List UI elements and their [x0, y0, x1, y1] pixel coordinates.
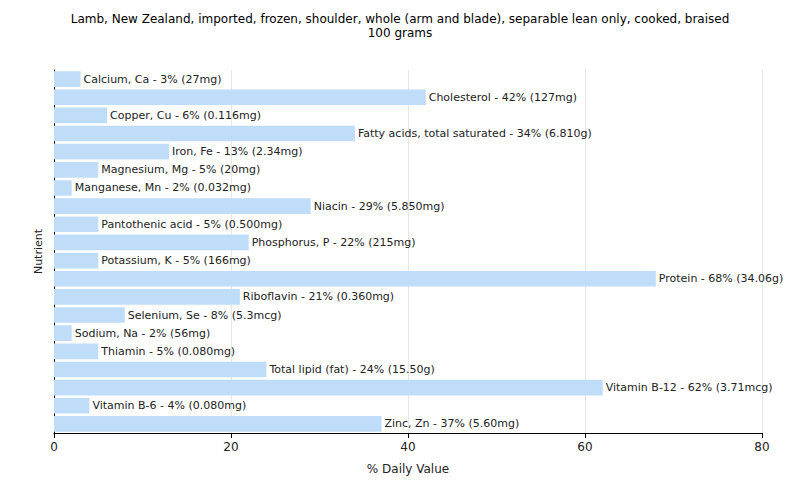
svg-text:Nutrient: Nutrient	[32, 228, 45, 274]
svg-text:40: 40	[400, 440, 415, 454]
svg-text:Pantothenic acid - 5% (0.500mg: Pantothenic acid - 5% (0.500mg)	[101, 218, 282, 231]
svg-text:Vitamin B-12 - 62% (3.71mcg): Vitamin B-12 - 62% (3.71mcg)	[606, 381, 773, 394]
svg-text:Protein - 68% (34.06g): Protein - 68% (34.06g)	[659, 272, 784, 285]
svg-text:Zinc, Zn - 37% (5.60mg): Zinc, Zn - 37% (5.60mg)	[384, 417, 519, 430]
svg-text:Copper, Cu - 6% (0.116mg): Copper, Cu - 6% (0.116mg)	[110, 109, 261, 122]
svg-text:Calcium, Ca - 3% (27mg): Calcium, Ca - 3% (27mg)	[84, 73, 222, 86]
svg-text:Thiamin - 5% (0.080mg): Thiamin - 5% (0.080mg)	[100, 345, 235, 358]
svg-text:Lamb, New Zealand, imported, f: Lamb, New Zealand, imported, frozen, sho…	[71, 12, 730, 26]
svg-text:Phosphorus, P - 22% (215mg): Phosphorus, P - 22% (215mg)	[252, 236, 416, 249]
svg-text:Magnesium, Mg - 5% (20mg): Magnesium, Mg - 5% (20mg)	[101, 163, 260, 176]
svg-text:60: 60	[577, 440, 592, 454]
svg-text:Total lipid (fat) - 24% (15.50: Total lipid (fat) - 24% (15.50g)	[268, 363, 434, 376]
svg-text:100 grams: 100 grams	[368, 26, 433, 40]
svg-text:Potassium, K - 5% (166mg): Potassium, K - 5% (166mg)	[101, 254, 251, 267]
svg-text:Vitamin B-6 - 4% (0.080mg): Vitamin B-6 - 4% (0.080mg)	[92, 399, 246, 412]
svg-text:Riboflavin - 21% (0.360mg): Riboflavin - 21% (0.360mg)	[243, 290, 394, 303]
svg-text:Iron, Fe - 13% (2.34mg): Iron, Fe - 13% (2.34mg)	[172, 145, 302, 158]
svg-text:% Daily Value: % Daily Value	[367, 462, 449, 476]
svg-text:Sodium, Na - 2% (56mg): Sodium, Na - 2% (56mg)	[75, 327, 211, 340]
svg-text:20: 20	[223, 440, 238, 454]
svg-text:0: 0	[50, 440, 58, 454]
svg-text:Cholesterol - 42% (127mg): Cholesterol - 42% (127mg)	[429, 91, 577, 104]
svg-text:Niacin - 29% (5.850mg): Niacin - 29% (5.850mg)	[314, 200, 445, 213]
svg-text:Fatty acids, total saturated -: Fatty acids, total saturated - 34% (6.81…	[358, 127, 592, 140]
svg-text:Manganese, Mn - 2% (0.032mg): Manganese, Mn - 2% (0.032mg)	[75, 181, 251, 194]
svg-text:80: 80	[754, 440, 769, 454]
svg-text:Selenium, Se - 8% (5.3mcg): Selenium, Se - 8% (5.3mcg)	[128, 309, 282, 322]
